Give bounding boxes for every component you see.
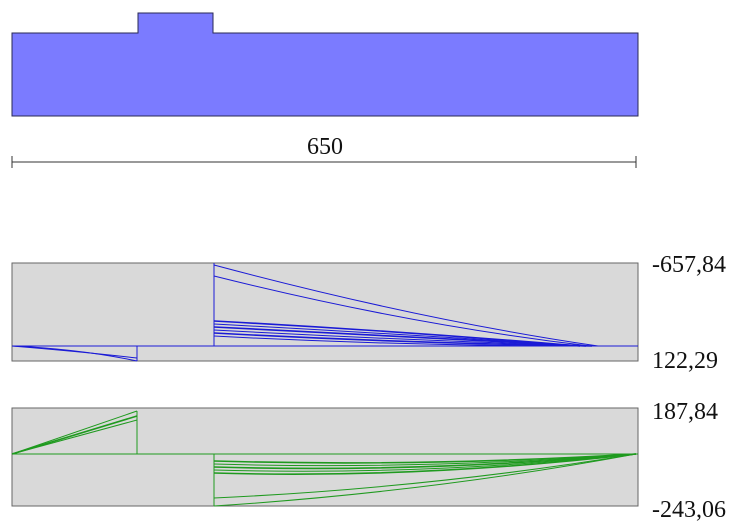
diagram-bottom-curves: [11, 410, 638, 507]
moment-diagram-bottom: 187,84 -243,06: [11, 399, 726, 523]
diagram-top-cluster-1: [213, 320, 581, 347]
diagram-top-cluster-3: [213, 326, 587, 347]
beam-section-shape: [11, 12, 639, 117]
diagram-bottom-background: [11, 407, 639, 507]
diagram-top-curves: [11, 263, 638, 362]
diagram-bottom-cluster-3: [213, 453, 637, 470]
moment-diagram-top: -657,84 122,29: [11, 252, 726, 374]
diagram-bottom-cluster-1: [213, 453, 637, 464]
diagram-bottom-curve-lower-2: [213, 453, 637, 499]
beam-section: [11, 12, 639, 117]
diagram-bottom-curve-lower-1: [213, 453, 637, 507]
dimension-label: 650: [307, 134, 343, 160]
diagram-top-max-label: -657,84: [652, 252, 726, 278]
diagram-bottom-left-line-b: [11, 415, 138, 455]
diagram-bottom-cluster-5: [213, 453, 637, 475]
diagram-top-cluster-6: [213, 335, 596, 347]
diagram-bottom-left-line-c: [11, 419, 138, 455]
diagram-top-cluster-5: [213, 332, 593, 347]
diagram-top-curve-2: [213, 275, 591, 347]
diagram-top-left-curve-b: [11, 345, 138, 359]
diagram-bottom-max-label: 187,84: [652, 399, 718, 425]
span-dimension: 650: [11, 134, 637, 168]
diagram-top-curve-1: [213, 264, 599, 347]
diagram-bottom-min-label: -243,06: [652, 497, 726, 523]
diagram-top-min-label: 122,29: [652, 348, 718, 374]
